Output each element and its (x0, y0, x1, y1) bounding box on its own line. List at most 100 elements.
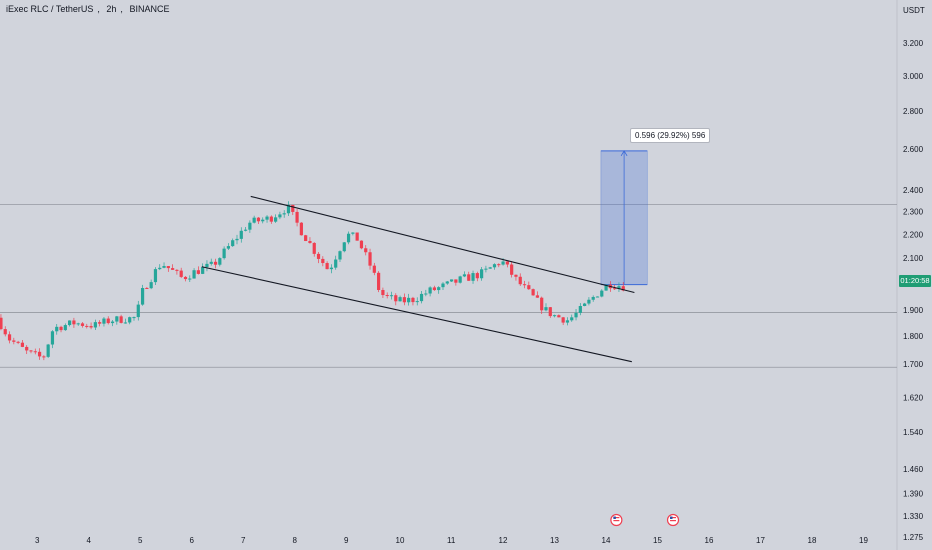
candle-body (480, 269, 484, 279)
candle-body (583, 303, 587, 307)
candle-body (295, 211, 299, 223)
candle-body (613, 288, 617, 290)
candle-body (286, 204, 291, 214)
candle-body (239, 230, 243, 239)
candle-body (12, 340, 16, 342)
candle-body (265, 216, 269, 220)
candle-body (243, 229, 248, 231)
candle-body (106, 318, 110, 324)
candle-body (37, 351, 42, 357)
axis-currency[interactable]: USDT (903, 6, 925, 15)
candle-body (415, 301, 419, 303)
candle-body (346, 233, 351, 243)
flag-canton (670, 516, 673, 519)
candle-body (46, 344, 50, 357)
candle-body (471, 273, 475, 281)
title-sep-2: , (120, 4, 123, 14)
candle-body (578, 306, 582, 313)
candle-body (437, 287, 441, 291)
candle-body (570, 317, 574, 321)
measure-arrow-head (620, 150, 628, 157)
y-tick-label: 3.000 (903, 72, 924, 81)
y-tick-label: 3.200 (903, 39, 924, 48)
symbol-title[interactable]: iExec RLC / TetherUS, 2h, BINANCE (6, 4, 173, 14)
candle-body (364, 248, 368, 253)
candle-body (282, 213, 286, 215)
candle-body (3, 329, 7, 335)
x-tick-label: 16 (705, 536, 714, 545)
candle-body (136, 304, 140, 318)
candle-body (248, 222, 252, 230)
candle-body (171, 268, 175, 270)
candle-body (411, 297, 415, 303)
candle-body (475, 273, 479, 279)
candle-body (402, 297, 406, 303)
x-tick-label: 6 (190, 536, 195, 545)
candle-body (179, 270, 183, 277)
candle-body (407, 297, 411, 303)
candle-body (454, 279, 458, 283)
y-tick-label: 1.460 (903, 465, 924, 474)
candle-body (188, 278, 192, 280)
y-tick-label: 1.620 (903, 393, 924, 402)
candle-body (299, 222, 303, 236)
candle-body (522, 284, 527, 286)
x-tick-label: 13 (550, 536, 559, 545)
candle-body (561, 317, 565, 323)
x-tick-label: 3 (35, 536, 40, 545)
candle-body (145, 287, 149, 289)
candle-body (449, 279, 454, 282)
candle-body (368, 252, 372, 266)
candle-body (252, 217, 256, 223)
candle-body (59, 326, 63, 331)
candle-body (140, 287, 145, 305)
y-tick-label: 1.900 (903, 306, 924, 315)
y-tick-label: 1.700 (903, 360, 924, 369)
y-tick-label: 2.200 (903, 230, 924, 239)
candle-body (291, 204, 295, 212)
y-tick-label: 2.100 (903, 254, 924, 263)
candle-body (274, 217, 278, 222)
candle-body (205, 263, 209, 268)
candle-body (381, 289, 385, 296)
y-tick-label: 2.800 (903, 107, 924, 116)
candle-body (226, 246, 231, 249)
y-tick-label: 1.800 (903, 332, 924, 341)
y-tick-label: 1.275 (903, 533, 924, 542)
flag-stripe (670, 520, 677, 522)
candle-body (213, 261, 218, 265)
x-tick-label: 19 (859, 536, 868, 545)
candle-body (389, 295, 394, 297)
candle-body (153, 269, 158, 283)
candle-body (304, 235, 308, 242)
candle-body (158, 267, 162, 270)
candle-body (119, 316, 123, 323)
candle-body (308, 241, 312, 243)
candle-body (85, 325, 89, 327)
candle-body (231, 240, 235, 247)
candle-body (261, 219, 265, 222)
candle-body (544, 307, 548, 311)
candle-body (527, 285, 531, 290)
candle-body (162, 266, 166, 268)
y-tick-label: 2.600 (903, 145, 924, 154)
candle-body (192, 270, 196, 279)
candle-body (535, 295, 540, 298)
candle-body (505, 261, 509, 265)
x-tick-label: 7 (241, 536, 246, 545)
candle-body (604, 284, 608, 291)
x-tick-label: 15 (653, 536, 662, 545)
candle-body (201, 267, 205, 274)
candle-body (510, 264, 514, 275)
candle-body (68, 320, 72, 326)
candle-body (312, 242, 316, 254)
candle-body (458, 276, 462, 283)
candle-body (33, 351, 37, 353)
flag-stripe (670, 517, 677, 519)
candle-body (342, 242, 346, 252)
candle-body (25, 346, 29, 351)
candle-body (183, 276, 188, 280)
candle-body (110, 321, 115, 324)
x-tick-label: 11 (447, 536, 456, 545)
